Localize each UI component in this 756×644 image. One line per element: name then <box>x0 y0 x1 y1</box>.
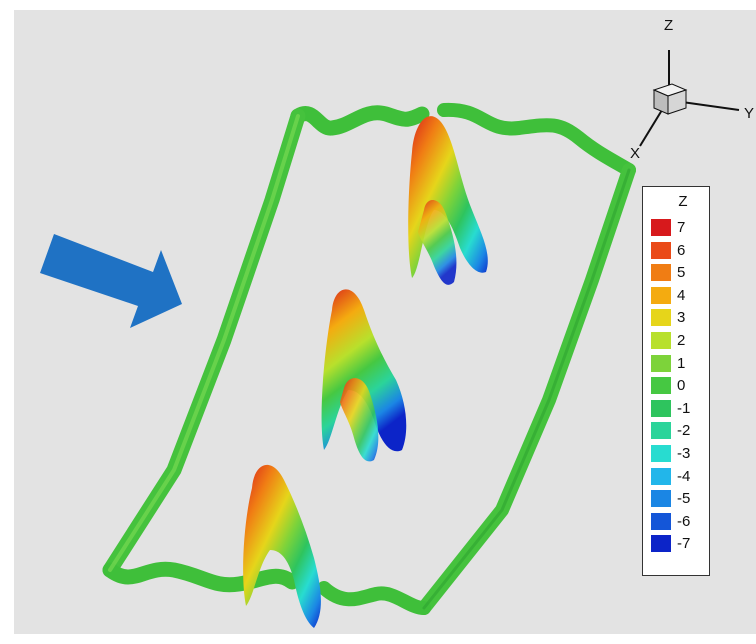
legend-level-label: 1 <box>677 354 686 372</box>
legend-swatch <box>651 264 671 282</box>
flow-arrow <box>40 234 182 328</box>
legend-swatch <box>651 535 671 553</box>
legend-level-label: -2 <box>677 422 691 440</box>
legend-swatch <box>651 467 671 485</box>
legend-level-label: 5 <box>677 264 686 282</box>
wave-crest-middle <box>321 289 407 452</box>
axis-y-label: Y <box>744 105 754 122</box>
legend-level-label: 4 <box>677 286 686 304</box>
legend-level-label: 0 <box>677 377 686 395</box>
legend-swatch <box>651 286 671 304</box>
plot-canvas: Z Y X <box>14 10 756 634</box>
legend-swatch <box>651 445 671 462</box>
legend-level-label: -7 <box>677 535 691 553</box>
legend-level-label: 6 <box>677 241 686 259</box>
axis-x-label: X <box>630 145 640 162</box>
wave-crest-top <box>408 116 488 278</box>
wave-crest-lower <box>243 464 321 628</box>
wave-crests <box>243 116 488 628</box>
legend-swatch <box>651 422 671 440</box>
legend-level-label: -4 <box>677 467 691 485</box>
legend-swatch <box>651 309 671 327</box>
legend-swatch <box>651 399 671 417</box>
legend-swatch <box>651 354 671 372</box>
legend-swatch <box>651 377 671 395</box>
axis-cube-icon <box>652 83 688 115</box>
legend-swatch <box>651 490 671 508</box>
axis-triad: Z Y X <box>630 17 754 162</box>
legend-level-label: -6 <box>677 512 691 530</box>
legend-title: Z <box>678 193 688 210</box>
color-legend: Z 7 6 5 4 3 2 1 0 -1 -2 -3 -4 -5 -6 -7 <box>642 186 710 576</box>
legend-level-label: 7 <box>677 219 686 236</box>
legend-swatch <box>651 332 671 349</box>
surface-scene: Z Y X <box>40 17 754 628</box>
legend-level-label: -1 <box>677 399 691 417</box>
legend-swatch <box>651 512 671 530</box>
wave-crest-upper-connector <box>418 199 457 285</box>
wave-crest-lower-connector <box>340 378 379 462</box>
legend-swatch <box>651 241 671 259</box>
legend-level-label: 2 <box>677 332 686 349</box>
legend-level-label: 3 <box>677 309 686 327</box>
ribbon-frame <box>102 102 636 615</box>
legend-level-label: -5 <box>677 490 691 508</box>
legend-swatch <box>651 219 671 236</box>
legend-level-label: -3 <box>677 445 691 462</box>
axis-z-label: Z <box>664 17 673 34</box>
